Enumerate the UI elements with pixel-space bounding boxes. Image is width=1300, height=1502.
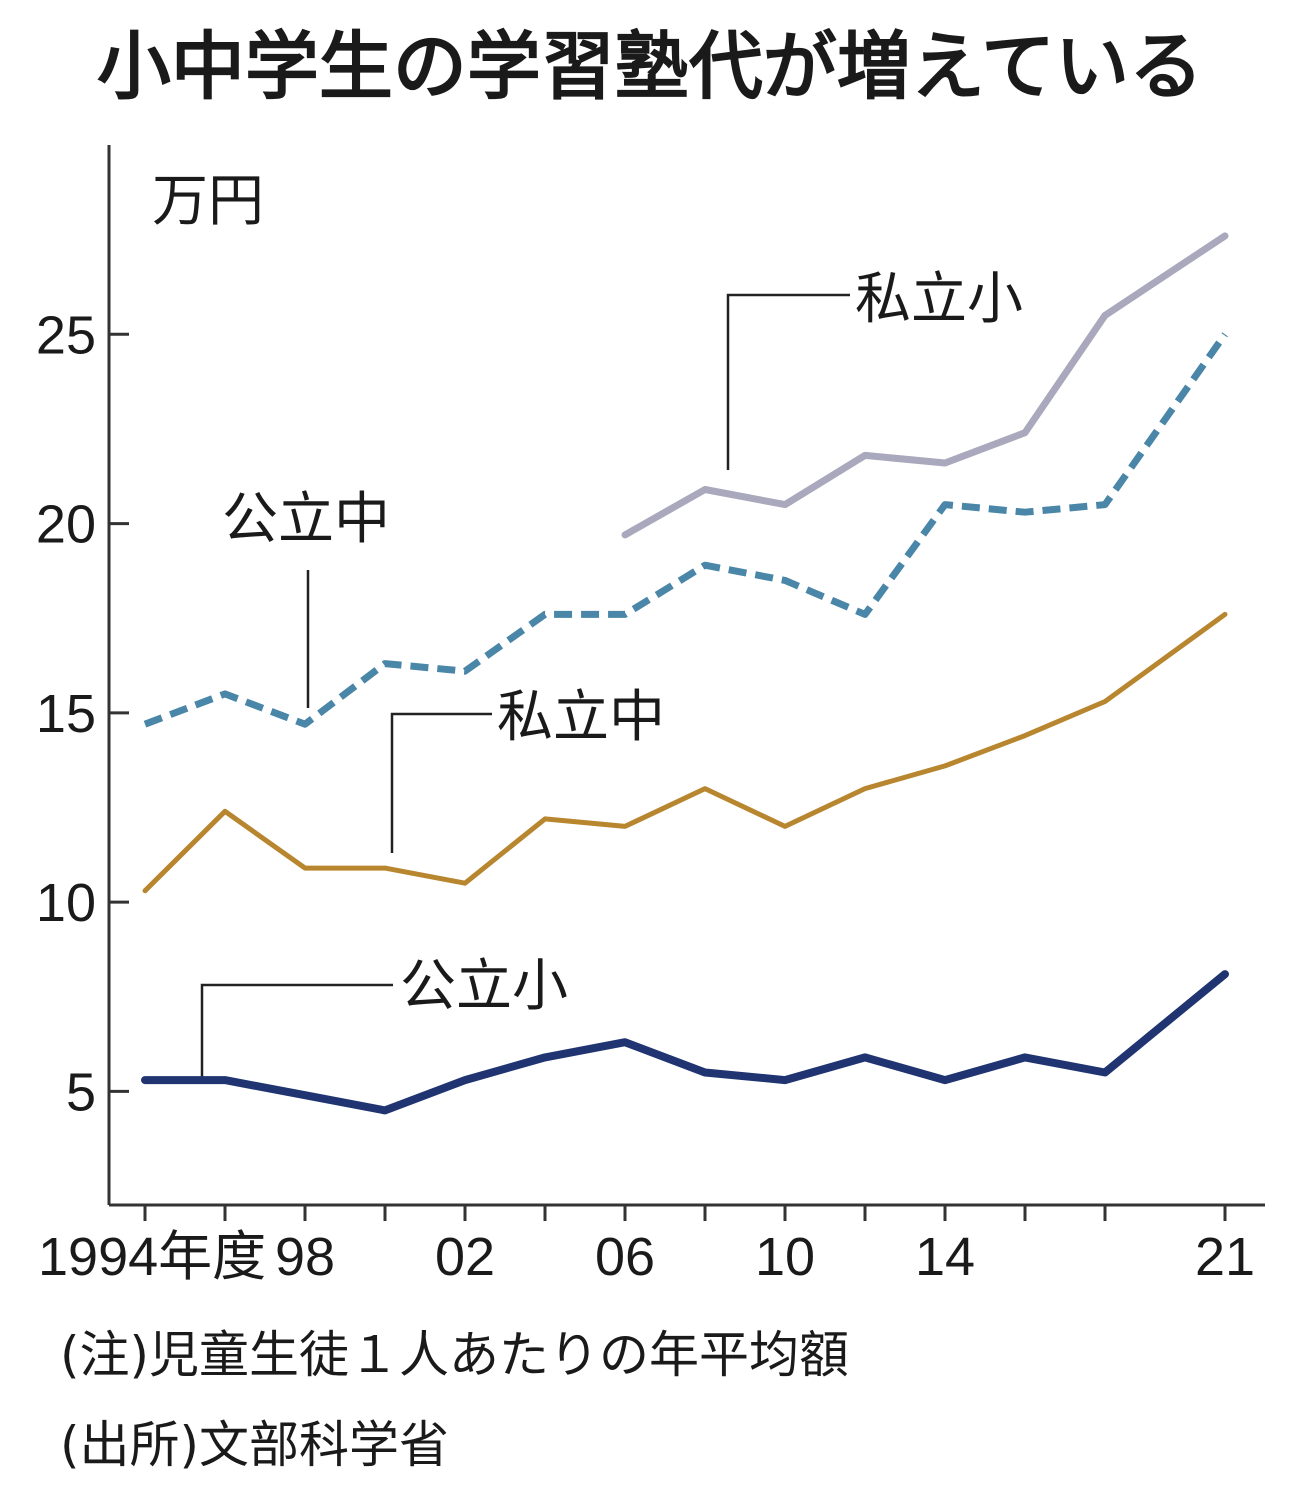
leader-line-public-elementary [200, 983, 393, 1077]
leader-line-private-elementary [726, 293, 850, 470]
series-line-private-junior-high [142, 611, 1228, 894]
label-leader-lines [200, 293, 850, 1077]
x-axis-ticks: 1994年度 98 02 06 10 14 21 [38, 1205, 1255, 1287]
series-label-private-junior-high: 私立中 [497, 685, 665, 750]
series-line-private-elementary [621, 232, 1229, 539]
x-tick-label: 98 [275, 1227, 335, 1287]
y-tick-label: 20 [36, 495, 96, 555]
series-lines [141, 232, 1229, 1115]
line-chart: 小中学生の学習塾代が増えている 万円 5 10 15 20 25 1994年度 98 02 0… [36, 24, 1265, 1287]
series-label-public-junior-high: 公立中 [222, 487, 390, 552]
y-tick-label: 5 [66, 1062, 96, 1122]
x-tick-label: 06 [595, 1227, 655, 1287]
chart-title: 小中学生の学習塾代が増えている [97, 24, 1203, 110]
x-tick-label: 02 [435, 1227, 495, 1287]
y-axis-ticks: 5 10 15 20 25 [36, 305, 129, 1122]
series-line-public-junior-high [143, 332, 1228, 728]
y-axis-unit-label: 万円 [152, 169, 264, 234]
y-tick-label: 15 [36, 684, 96, 744]
series-label-private-elementary: 私立小 [855, 267, 1023, 332]
x-tick-label: 14 [915, 1227, 975, 1287]
series-line-public-elementary [141, 970, 1229, 1115]
y-tick-label: 25 [36, 305, 96, 365]
x-tick-label: 10 [755, 1227, 815, 1287]
y-tick-label: 10 [36, 873, 96, 933]
leader-line-private-junior-high [390, 712, 492, 853]
series-label-public-elementary: 公立小 [400, 954, 568, 1019]
x-tick-label: 21 [1195, 1227, 1255, 1287]
x-tick-label: 1994年度 [38, 1227, 266, 1287]
chart-note: (注)児童生徒１人あたりの年平均額 [60, 1326, 850, 1384]
chart-source: (出所)文部科学省 [60, 1416, 450, 1474]
